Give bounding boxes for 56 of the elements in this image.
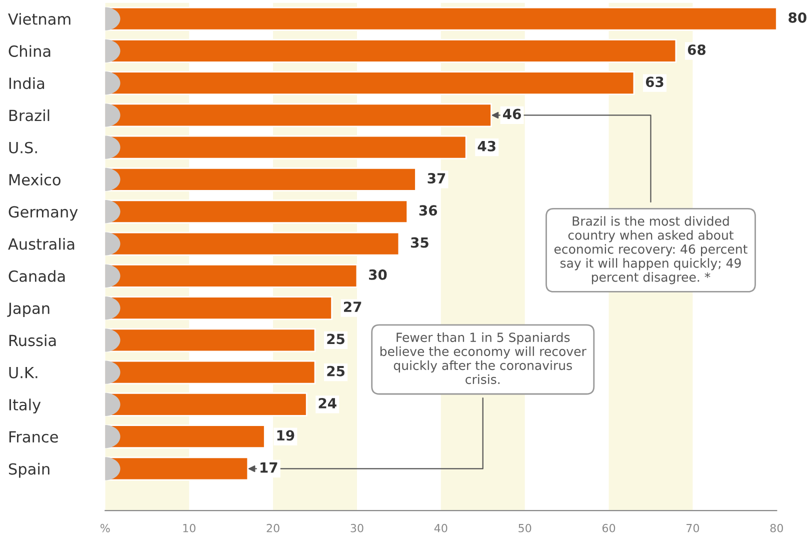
data-label: 27 bbox=[344, 302, 362, 312]
x-tick-label: 70 bbox=[686, 524, 700, 532]
data-label: 24 bbox=[318, 398, 336, 408]
y-tick-label: Australia bbox=[8, 238, 74, 250]
bar bbox=[105, 456, 249, 481]
x-tick-label: 10 bbox=[183, 524, 196, 532]
x-tick-label: 40 bbox=[434, 524, 448, 532]
data-label: 17 bbox=[260, 462, 278, 473]
data-label: 30 bbox=[369, 269, 387, 280]
data-label: 80 bbox=[788, 12, 806, 23]
annotation: Brazil is the most divided country when asked about economic recovery: 46 percent say it will happen quickly; 49 percent disagree. * bbox=[554, 216, 748, 284]
y-tick-label: Mexico bbox=[9, 174, 60, 186]
data-label: 63 bbox=[646, 76, 664, 88]
y-tick-label: Russia bbox=[9, 334, 56, 346]
y-tick-label: Canada bbox=[8, 270, 65, 282]
data-label: 43 bbox=[478, 140, 496, 152]
y-tick-label: U.S. bbox=[9, 142, 37, 154]
y-tick-label: Brazil bbox=[9, 109, 50, 122]
data-label: 35 bbox=[410, 237, 428, 248]
x-tick-label: 80 bbox=[770, 524, 783, 532]
x-tick-label: 20 bbox=[266, 524, 280, 532]
x-tick-label: 50 bbox=[518, 524, 532, 532]
bar bbox=[105, 392, 308, 416]
bar bbox=[105, 200, 408, 224]
data-label: 19 bbox=[277, 430, 294, 441]
bar bbox=[105, 232, 400, 256]
y-tick-label: Germany bbox=[8, 206, 78, 221]
bar bbox=[105, 328, 316, 352]
bar bbox=[105, 424, 266, 449]
y-tick-label: India bbox=[9, 77, 44, 90]
bar bbox=[105, 360, 316, 384]
bar bbox=[105, 6, 777, 31]
y-tick-label: China bbox=[8, 45, 50, 57]
data-label: 68 bbox=[688, 44, 706, 55]
data-label: 36 bbox=[419, 205, 438, 216]
y-tick-label: Italy bbox=[9, 398, 41, 414]
bar bbox=[105, 264, 358, 288]
data-label: 46 bbox=[503, 108, 521, 120]
y-tick-label: Spain bbox=[8, 462, 50, 478]
data-label: 25 bbox=[327, 334, 344, 344]
data-label: 37 bbox=[428, 173, 446, 184]
x-tick-label: 60 bbox=[602, 524, 616, 532]
bar bbox=[105, 71, 635, 96]
y-tick-label: Japan bbox=[7, 302, 50, 318]
data-label: 25 bbox=[327, 366, 344, 376]
bar bbox=[105, 103, 492, 128]
y-tick-label: Vietnam bbox=[8, 12, 70, 25]
x-tick-label: % bbox=[100, 524, 110, 532]
y-tick-label: France bbox=[9, 431, 58, 443]
x-tick-label: 30 bbox=[350, 524, 364, 532]
y-tick-label: U.K. bbox=[9, 366, 38, 378]
annotation: Fewer than 1 in 5 Spaniards believe the economy will recover quickly after the coronavirus crisis. bbox=[380, 332, 586, 384]
bar bbox=[105, 38, 677, 63]
bar bbox=[105, 296, 332, 320]
bar bbox=[105, 168, 416, 192]
bar bbox=[105, 135, 467, 160]
